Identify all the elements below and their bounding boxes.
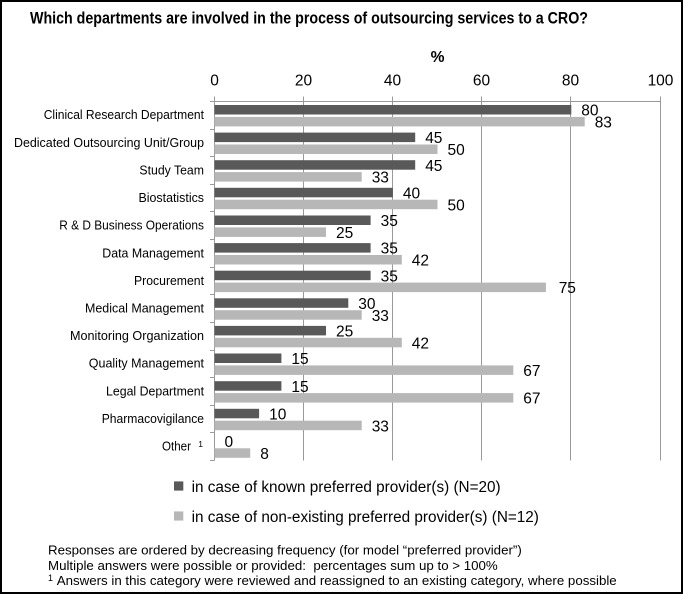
svg-text:Data Management: Data Management [102, 245, 204, 260]
svg-text:1: 1 [198, 439, 203, 449]
svg-text:83: 83 [595, 115, 612, 132]
svg-text:Medical Management: Medical Management [85, 301, 204, 316]
svg-text:67: 67 [523, 391, 540, 408]
svg-text:50: 50 [448, 197, 466, 214]
svg-text:80: 80 [581, 103, 599, 120]
svg-text:Quality Management: Quality Management [89, 356, 204, 371]
svg-text:20: 20 [295, 73, 313, 90]
svg-text:33: 33 [372, 418, 389, 435]
svg-text:67: 67 [523, 363, 540, 380]
svg-text:42: 42 [412, 335, 429, 352]
svg-text:35: 35 [381, 213, 398, 230]
svg-text:40: 40 [384, 73, 402, 90]
svg-text:in case of known preferred pro: in case of known preferred provider(s) (… [192, 479, 501, 496]
svg-text:30: 30 [358, 296, 376, 313]
svg-text:1 Answers in this category wer: 1 Answers in this category were reviewed… [48, 573, 617, 588]
svg-text:Legal Department: Legal Department [106, 383, 204, 398]
svg-text:Monitoring Organization: Monitoring Organization [70, 328, 204, 343]
svg-text:Which departments are involved: Which departments are involved in the pr… [30, 8, 588, 27]
svg-text:80: 80 [562, 73, 580, 90]
svg-text:75: 75 [559, 280, 576, 297]
svg-text:50: 50 [448, 142, 466, 159]
svg-text:33: 33 [372, 170, 389, 187]
svg-text:Procurement: Procurement [134, 273, 204, 288]
svg-text:Dedicated Outsourcing Unit/Gro: Dedicated Outsourcing Unit/Group [14, 135, 204, 150]
svg-text:10: 10 [269, 406, 287, 423]
svg-text:100: 100 [648, 73, 674, 90]
svg-text:in case of non-existing prefer: in case of non-existing preferred provid… [192, 509, 539, 526]
svg-text:25: 25 [336, 225, 353, 242]
svg-text:Biostatistics: Biostatistics [139, 190, 205, 205]
svg-text:%: % [431, 49, 445, 66]
svg-text:33: 33 [372, 308, 389, 325]
svg-text:35: 35 [381, 268, 398, 285]
svg-text:45: 45 [425, 130, 442, 147]
svg-text:Study Team: Study Team [139, 162, 204, 177]
svg-text:35: 35 [381, 241, 398, 258]
svg-text:Other: Other [162, 439, 191, 454]
svg-text:Multiple answers were possible: Multiple answers were possible or provid… [48, 558, 498, 573]
svg-text:0: 0 [225, 434, 234, 451]
svg-text:15: 15 [291, 379, 308, 396]
svg-text:15: 15 [291, 351, 308, 368]
svg-text:60: 60 [473, 73, 491, 90]
svg-text:Clinical Research Department: Clinical Research Department [44, 107, 205, 122]
svg-text:25: 25 [336, 324, 353, 341]
svg-text:45: 45 [425, 158, 442, 175]
svg-text:Responses are ordered by decre: Responses are ordered by decreasing freq… [48, 543, 522, 558]
svg-text:42: 42 [412, 253, 429, 270]
svg-text:Pharmacovigilance: Pharmacovigilance [102, 411, 204, 426]
svg-text:0: 0 [210, 73, 219, 90]
svg-text:40: 40 [403, 185, 421, 202]
svg-text:8: 8 [260, 446, 269, 463]
svg-text:R & D Business Operations: R & D Business Operations [59, 218, 204, 233]
